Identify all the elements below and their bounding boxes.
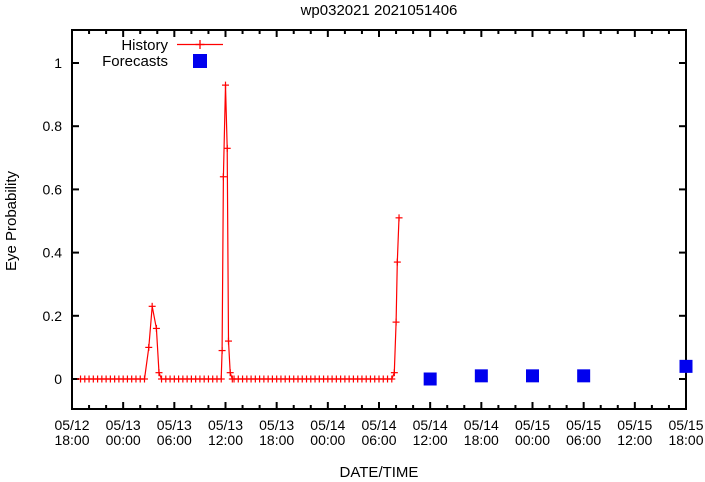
chart-title: wp032021 2021051406 [300, 2, 458, 19]
svg-text:18:00: 18:00 [464, 432, 499, 448]
svg-text:18:00: 18:00 [259, 432, 294, 448]
forecast-square [474, 369, 488, 383]
svg-text:05/13: 05/13 [208, 417, 243, 433]
forecast-square [526, 369, 539, 383]
legend-history-label: History [121, 37, 168, 54]
svg-text:00:00: 00:00 [515, 432, 550, 448]
svg-text:05/13: 05/13 [157, 417, 192, 433]
svg-text:12:00: 12:00 [413, 432, 448, 448]
svg-text:06:00: 06:00 [361, 432, 396, 448]
forecast-points [423, 359, 693, 386]
y-axis-label: Eye Probability [3, 170, 20, 272]
svg-text:05/15: 05/15 [515, 417, 550, 433]
svg-text:05/15: 05/15 [617, 417, 652, 433]
svg-text:0.6: 0.6 [43, 181, 63, 197]
svg-text:18:00: 18:00 [668, 432, 703, 448]
svg-text:12:00: 12:00 [208, 432, 243, 448]
svg-text:06:00: 06:00 [566, 432, 601, 448]
legend-forecasts-label: Forecasts [102, 53, 168, 70]
svg-text:05/15: 05/15 [668, 417, 703, 433]
svg-text:12:00: 12:00 [617, 432, 652, 448]
y-axis-ticks [72, 62, 686, 380]
svg-text:05/14: 05/14 [464, 417, 499, 433]
svg-text:05/14: 05/14 [413, 417, 448, 433]
svg-text:05/13: 05/13 [259, 417, 294, 433]
svg-text:05/14: 05/14 [361, 417, 396, 433]
svg-text:0.4: 0.4 [43, 245, 63, 261]
forecast-square [679, 359, 693, 373]
x-tick-labels: 05/1218:0005/1300:0005/1306:0005/1312:00… [54, 417, 703, 448]
y-tick-labels: 0 0.2 0.4 0.6 0.8 1 [43, 55, 63, 387]
forecast-square [577, 369, 591, 383]
svg-text:05/14: 05/14 [310, 417, 345, 433]
svg-text:00:00: 00:00 [310, 432, 345, 448]
forecast-square [423, 372, 437, 386]
history-series [77, 81, 403, 383]
history-line-icon [177, 40, 223, 49]
svg-text:0.8: 0.8 [43, 118, 63, 134]
svg-text:00:00: 00:00 [106, 432, 141, 448]
x-axis-label: DATE/TIME [339, 464, 419, 481]
svg-text:1: 1 [54, 55, 62, 71]
svg-text:18:00: 18:00 [54, 432, 89, 448]
x-axis-ticks [71, 30, 687, 409]
svg-text:05/15: 05/15 [566, 417, 601, 433]
axis-frame [71, 29, 687, 410]
svg-text:05/13: 05/13 [106, 417, 141, 433]
forecast-square-icon [193, 54, 207, 68]
svg-text:0: 0 [54, 371, 62, 387]
svg-text:05/12: 05/12 [54, 417, 89, 433]
svg-text:06:00: 06:00 [157, 432, 192, 448]
svg-text:0.2: 0.2 [43, 308, 63, 324]
